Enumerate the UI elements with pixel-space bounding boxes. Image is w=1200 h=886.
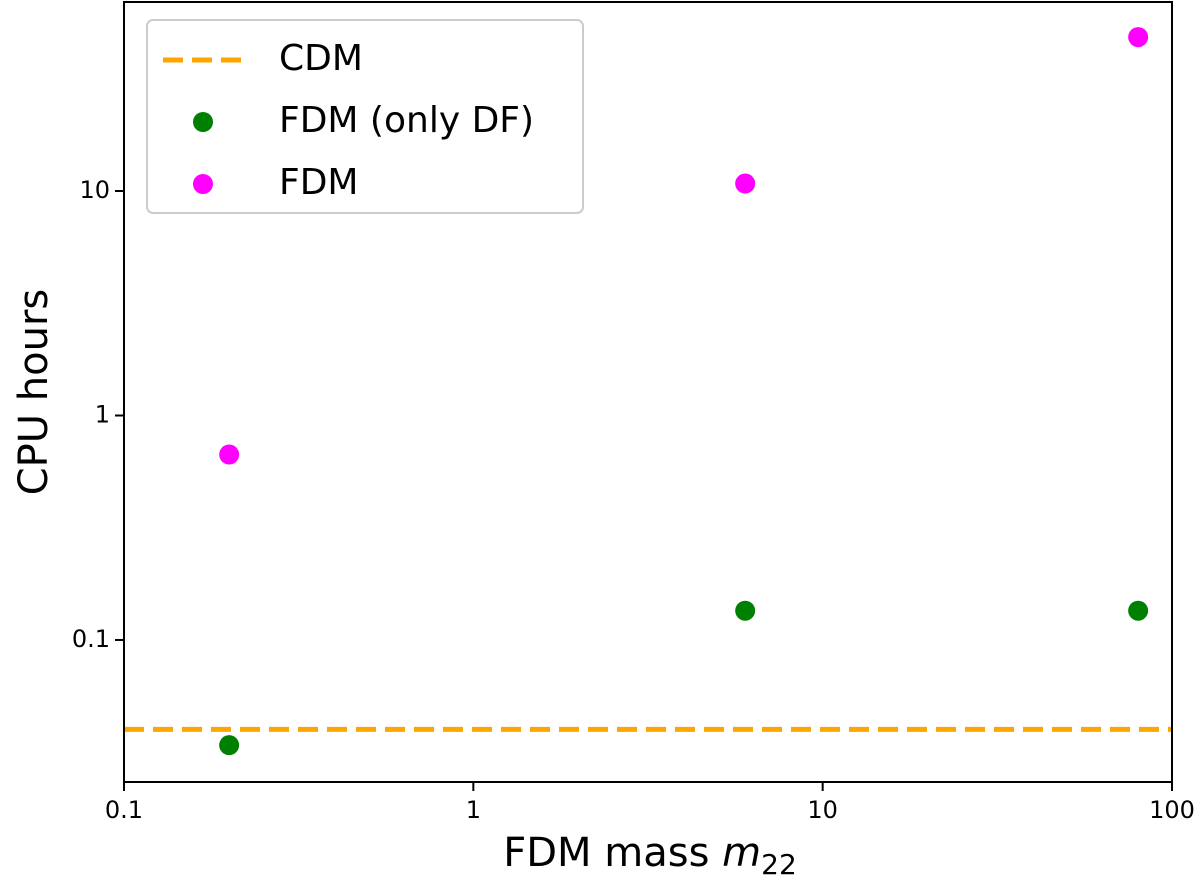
point	[219, 735, 240, 756]
point	[1128, 27, 1149, 48]
legend-swatch	[193, 174, 213, 194]
legend-box	[146, 19, 584, 214]
y-tick-label: 10	[79, 176, 110, 204]
y-tick-label: 0.1	[72, 625, 110, 653]
x-tick-label: 100	[1149, 796, 1195, 824]
plot-frame	[123, 1, 1173, 783]
x-tick-label: 1	[466, 796, 481, 824]
point	[219, 444, 240, 465]
x-tick-label: 0.1	[105, 796, 143, 824]
point	[735, 173, 756, 194]
y-axis-label: CPU hours	[11, 289, 57, 496]
point	[1128, 600, 1149, 621]
legend-label: CDM	[279, 38, 363, 79]
x-tick-label: 10	[807, 796, 838, 824]
point	[735, 600, 756, 621]
x-axis-label-var: m	[722, 830, 761, 876]
x-axis-label: FDM mass m22	[503, 830, 797, 881]
legend-label: FDM (only DF)	[279, 100, 534, 141]
y-tick-label: 1	[95, 400, 110, 428]
legend-swatch	[193, 112, 213, 132]
x-axis-label-sub: 22	[761, 848, 797, 881]
x-axis-label-text: FDM mass	[503, 830, 709, 876]
legend-label: FDM	[279, 162, 359, 203]
